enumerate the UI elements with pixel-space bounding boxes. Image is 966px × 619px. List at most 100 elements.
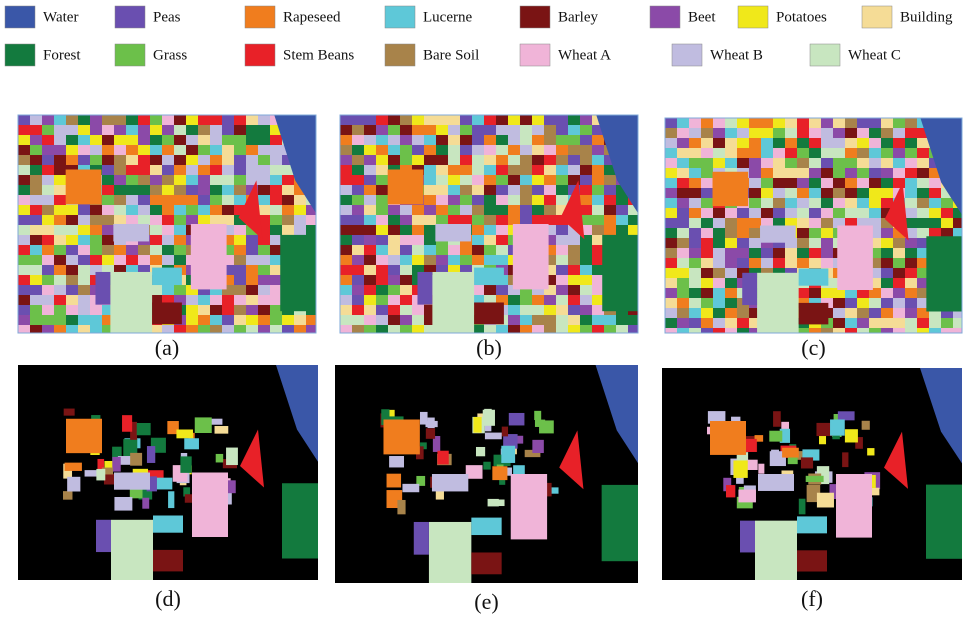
map-cell <box>532 145 544 155</box>
map-cell <box>18 305 30 315</box>
map-cell <box>258 295 270 305</box>
map-cell <box>785 248 797 258</box>
map-cell <box>616 215 628 225</box>
map-cell <box>725 308 737 318</box>
map-cell <box>905 138 917 148</box>
map-cell <box>18 125 30 135</box>
legend-item: Beet <box>650 6 716 28</box>
map-cell <box>556 135 568 145</box>
map-cell <box>689 188 701 198</box>
map-cell <box>508 175 520 185</box>
map-cell <box>797 148 809 158</box>
map-cell <box>556 265 568 275</box>
map-cell <box>126 185 138 195</box>
legend-swatch <box>5 44 35 66</box>
legend-label: Wheat A <box>558 47 611 63</box>
map-cell <box>460 215 472 225</box>
map-cell <box>78 315 90 325</box>
map-cell <box>713 318 725 328</box>
map-cell <box>400 205 412 215</box>
map-field <box>799 499 806 515</box>
legend-swatch <box>5 6 35 28</box>
map-cell <box>677 138 689 148</box>
map-cell <box>508 155 520 165</box>
map-cell <box>258 245 270 255</box>
map-cell <box>54 195 66 205</box>
map-cell <box>376 315 388 325</box>
map-cell <box>42 285 54 295</box>
map-field <box>426 428 435 439</box>
map-cell <box>833 128 845 138</box>
map-cell <box>725 268 737 278</box>
map-cell <box>234 225 246 235</box>
map-cell <box>905 308 917 318</box>
map-cell <box>126 195 138 205</box>
map-cell <box>282 195 294 205</box>
map-cell <box>592 205 604 215</box>
map-block <box>113 224 149 241</box>
map-cell <box>102 225 114 235</box>
map-cell <box>941 318 953 328</box>
map-cell <box>186 135 198 145</box>
map-cell <box>388 125 400 135</box>
map-cell <box>162 115 174 125</box>
map-cell <box>400 265 412 275</box>
map-cell <box>162 255 174 265</box>
map-cell <box>929 328 941 333</box>
map-block <box>799 303 829 325</box>
map-block <box>602 235 638 311</box>
map-cell <box>905 318 917 328</box>
map-cell <box>138 195 150 205</box>
map-cell <box>174 245 186 255</box>
map-cell <box>246 265 258 275</box>
map-cell <box>484 215 496 225</box>
map-cell <box>246 125 258 135</box>
map-cell <box>689 168 701 178</box>
legend-label: Wheat C <box>848 47 901 63</box>
map-cell <box>54 275 66 285</box>
legend-item: Forest <box>5 44 81 66</box>
map-cell <box>162 155 174 165</box>
map-cell <box>66 315 78 325</box>
map-cell <box>592 295 604 305</box>
map-cell <box>833 178 845 188</box>
map-cell <box>472 145 484 155</box>
map-cell <box>174 125 186 135</box>
map-cell <box>400 235 412 245</box>
map-cell <box>282 205 294 215</box>
map-cell <box>773 188 785 198</box>
map-cell <box>761 178 773 188</box>
map-cell <box>520 315 532 325</box>
map-cell <box>616 205 628 215</box>
map-cell <box>508 325 520 333</box>
map-cell <box>90 145 102 155</box>
map-cell <box>270 275 282 285</box>
map-block <box>153 516 183 533</box>
map-cell <box>677 148 689 158</box>
map-cell <box>30 315 42 325</box>
map-cell <box>364 185 376 195</box>
map-cell <box>701 328 713 333</box>
map-cell <box>352 165 364 175</box>
map-cell <box>364 305 376 315</box>
map-cell <box>388 145 400 155</box>
map-cell <box>917 158 929 168</box>
map-cell <box>472 185 484 195</box>
map-cell <box>701 278 713 288</box>
map-cell <box>857 328 869 333</box>
map-cell <box>162 285 174 295</box>
map-cell <box>150 245 162 255</box>
map-cell <box>30 145 42 155</box>
map-field <box>425 421 437 427</box>
map-cell <box>424 205 436 215</box>
map-cell <box>150 205 162 215</box>
map-cell <box>665 218 677 228</box>
map-cell <box>869 208 881 218</box>
map-cell <box>665 118 677 128</box>
map-cell <box>424 165 436 175</box>
map-cell <box>701 308 713 318</box>
map-cell <box>689 198 701 208</box>
map-cell <box>18 275 30 285</box>
map-cell <box>364 175 376 185</box>
map-cell <box>929 218 941 228</box>
